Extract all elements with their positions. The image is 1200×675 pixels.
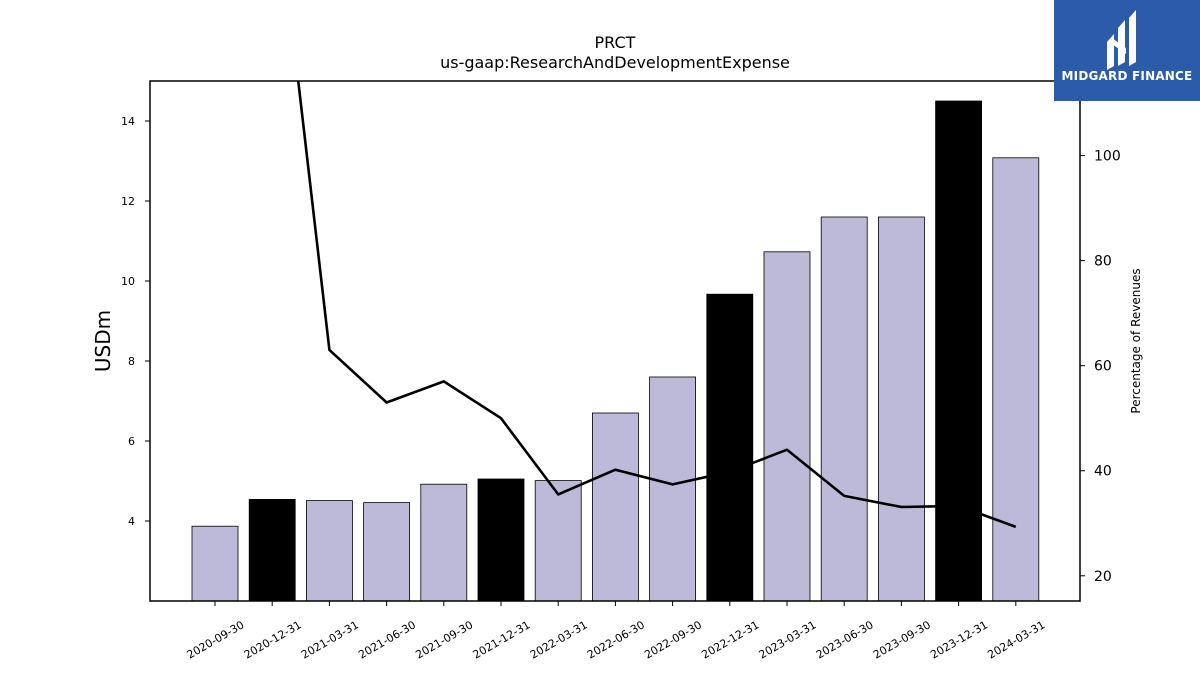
x-tick-label: 2020-09-30 [185, 618, 247, 661]
y-tick-label: 6 [128, 435, 135, 448]
y-tick-label: 4 [128, 515, 135, 528]
bar [363, 502, 411, 602]
x-tick-label: 2023-06-30 [814, 618, 876, 661]
left-axis: 4 6 8 10 12 14 [121, 115, 150, 528]
x-tick-label: 2022-09-30 [642, 618, 704, 661]
bar [935, 100, 982, 602]
x-tick-label: 2023-12-31 [928, 618, 990, 661]
x-tick-label: 2020-12-31 [242, 618, 304, 661]
x-tick-label: 2022-12-31 [699, 618, 761, 661]
x-tick-label: 2021-03-31 [299, 618, 361, 661]
y2-axis-label: Percentage of Revenues [1129, 268, 1143, 413]
right-axis: 20 40 60 80 100 [1080, 149, 1121, 585]
bar [878, 216, 925, 602]
y2-tick-label: 40 [1094, 464, 1112, 480]
brand-logo: MIDGARD FINANCE [1054, 0, 1200, 101]
bar [649, 376, 696, 602]
bar [420, 483, 468, 602]
bar [592, 412, 639, 602]
y-axis-label: USDm [91, 310, 115, 372]
x-axis: 2020-09-302020-12-312021-03-312021-06-30… [185, 601, 1047, 662]
y-tick-label: 14 [121, 115, 135, 128]
logo-mark-icon [1107, 10, 1136, 70]
x-tick-label: 2022-03-31 [528, 618, 590, 661]
bar [992, 157, 1040, 602]
x-tick-label: 2022-06-30 [585, 618, 647, 661]
bar [477, 478, 525, 602]
x-tick-label: 2024-03-31 [985, 618, 1047, 661]
bar [534, 480, 582, 602]
y-tick-label: 10 [121, 275, 135, 288]
x-tick-label: 2023-03-31 [757, 618, 819, 661]
chart-subtitle: us-gaap:ResearchAndDevelopmentExpense [440, 53, 790, 72]
bar [305, 500, 353, 602]
y-tick-label: 8 [128, 355, 135, 368]
bar [191, 525, 239, 602]
bar [820, 216, 868, 602]
y-tick-label: 12 [121, 195, 135, 208]
bar [248, 498, 296, 602]
y2-tick-label: 80 [1094, 254, 1112, 270]
bar [763, 251, 811, 602]
x-tick-label: 2021-06-30 [356, 618, 418, 661]
chart-title: PRCT [595, 33, 636, 52]
x-tick-label: 2023-09-30 [871, 618, 933, 661]
y2-tick-label: 60 [1094, 359, 1112, 375]
x-tick-label: 2021-09-30 [413, 618, 475, 661]
x-tick-label: 2021-12-31 [471, 618, 533, 661]
bar [706, 293, 754, 602]
percentage-line [296, 81, 1017, 529]
bar-group [191, 100, 1040, 602]
y2-tick-label: 20 [1094, 569, 1112, 585]
logo-text: MIDGARD FINANCE [1061, 69, 1193, 83]
y2-tick-label: 100 [1094, 149, 1121, 165]
